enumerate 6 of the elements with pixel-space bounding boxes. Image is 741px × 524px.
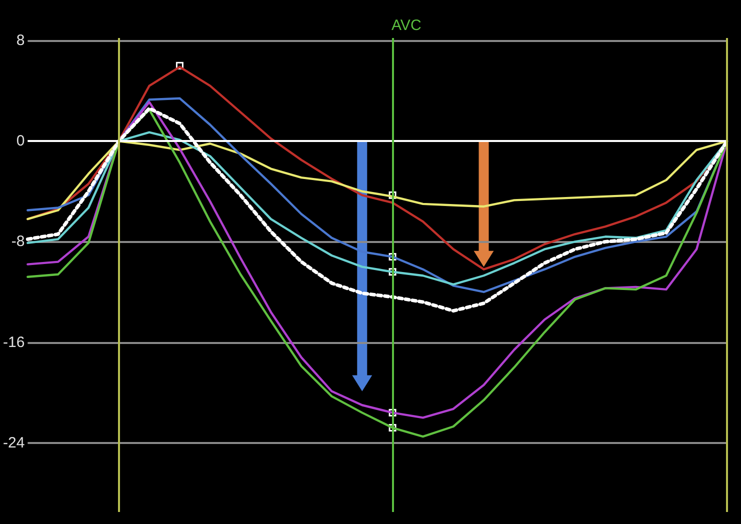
y-tick-label: -24 — [2, 434, 25, 452]
y-tick-label: 0 — [16, 132, 25, 150]
y-tick-label: -8 — [11, 233, 25, 250]
y-tick-label: -16 — [2, 334, 25, 351]
y-tick-label: 8 — [16, 32, 25, 50]
text: AVC — [392, 17, 422, 34]
